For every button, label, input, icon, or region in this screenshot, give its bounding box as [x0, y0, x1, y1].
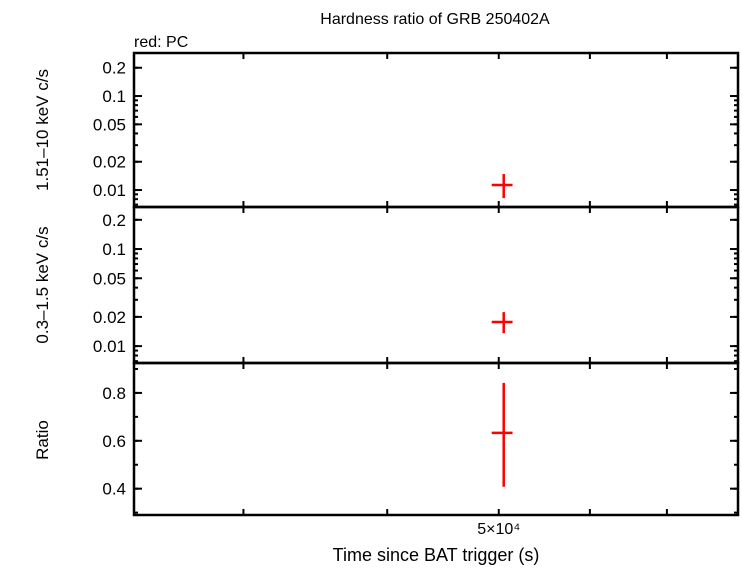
y-tick-label: 0.02: [93, 153, 126, 172]
y-tick-label: 0.01: [93, 337, 126, 356]
y-tick-label: 0.2: [102, 59, 126, 78]
y-tick-label: 0.8: [102, 384, 126, 403]
y-tick-label: 0.05: [93, 115, 126, 134]
y-tick-label: 0.01: [93, 181, 126, 200]
chart-title: Hardness ratio of GRB 250402A: [320, 11, 550, 28]
y-tick-label: 0.4: [102, 480, 126, 499]
x-tick-label: 5×10⁴: [477, 521, 520, 538]
y-axis-label-hard: 1.51–10 keV c/s: [33, 69, 52, 191]
y-tick-label: 0.02: [93, 308, 126, 327]
panel-frame-2: [132, 361, 740, 517]
y-tick-label: 0.05: [93, 269, 126, 288]
panel-frame-0: [132, 51, 740, 209]
y-tick-label: 0.1: [102, 240, 126, 259]
y-tick-label: 0.6: [102, 432, 126, 451]
legend-note: red: PC: [134, 34, 188, 51]
y-tick-label: 0.2: [102, 211, 126, 230]
y-tick-label: 0.1: [102, 87, 126, 106]
y-axis-label-soft: 0.3–1.5 keV c/s: [33, 226, 52, 343]
panel-frame-1: [132, 205, 740, 365]
y-axis-label-ratio: Ratio: [33, 420, 52, 460]
x-axis-label: Time since BAT trigger (s): [333, 545, 540, 565]
